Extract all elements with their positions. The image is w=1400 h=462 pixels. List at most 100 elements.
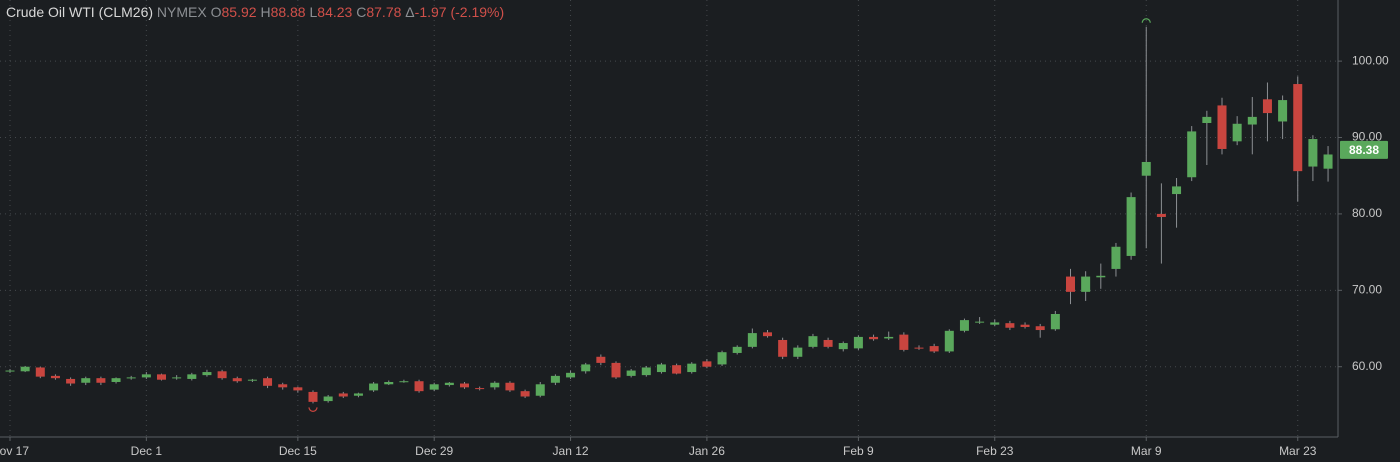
candle-body — [596, 356, 606, 363]
candle-body — [566, 372, 576, 378]
candle-body — [475, 388, 485, 390]
candle-body — [823, 339, 833, 347]
candle-body — [141, 374, 151, 378]
candle-body — [429, 384, 439, 390]
candle-body — [66, 378, 76, 384]
ohlc-label: O — [210, 4, 222, 20]
candle-body — [1141, 161, 1151, 176]
high-marker — [1141, 18, 1151, 23]
candle-body — [1066, 276, 1075, 292]
candle-body — [20, 366, 30, 372]
candle-body — [384, 381, 394, 385]
y-tick-label: 100.00 — [1352, 53, 1389, 67]
candle-body — [278, 384, 288, 388]
candle-body — [1035, 326, 1045, 331]
candle-body — [35, 367, 45, 377]
ohlc-label: L — [309, 4, 318, 20]
candle-body — [914, 347, 924, 349]
candle-body — [232, 378, 242, 382]
candle-body — [550, 375, 560, 383]
candle-body — [263, 378, 273, 386]
candle-body — [732, 346, 742, 353]
candle-body — [1172, 186, 1182, 195]
candle-body — [490, 382, 500, 388]
candle-body — [414, 381, 424, 392]
candle-body — [96, 378, 106, 383]
candle-body — [1187, 131, 1197, 178]
candle-body — [1081, 276, 1091, 292]
candle-body — [808, 336, 818, 347]
candle-body — [793, 347, 803, 357]
x-tick-label: Jan 26 — [689, 444, 725, 458]
candle-body — [763, 332, 772, 337]
candle-body — [929, 346, 939, 352]
candle-body — [626, 370, 636, 376]
candle-body — [157, 374, 166, 380]
candle-body — [975, 321, 985, 323]
x-tick-label: Jan 12 — [553, 444, 589, 458]
candle-body — [1202, 116, 1212, 124]
x-tick-label: Mar 23 — [1279, 444, 1317, 458]
candle-body — [1096, 275, 1106, 278]
ohlc-value: 87.78 — [366, 4, 402, 20]
legend-header: Crude Oil WTI (CLM26) NYMEX O85.92 H88.8… — [6, 4, 504, 20]
candle-body — [838, 343, 848, 350]
candle-body — [1278, 100, 1288, 122]
candle-body — [505, 382, 515, 391]
ohlc-value: 85.92 — [221, 4, 257, 20]
candle-body — [1020, 324, 1030, 327]
candle-body — [369, 383, 379, 391]
candle-body — [990, 322, 1000, 325]
candle-body — [1050, 313, 1060, 330]
candle-body — [126, 377, 136, 379]
candle-body — [444, 382, 454, 386]
x-tick-label: Dec 29 — [415, 444, 453, 458]
price-tag-label: 88.38 — [1349, 143, 1379, 157]
y-tick-label: 60.00 — [1352, 359, 1382, 373]
change-label: Δ — [405, 4, 415, 20]
ohlc-value: 88.88 — [270, 4, 306, 20]
x-tick-label: Dec 15 — [279, 444, 317, 458]
candle-body — [399, 381, 409, 383]
candle-body — [1308, 139, 1318, 167]
candle-body — [353, 393, 363, 396]
candle-body — [308, 391, 318, 402]
candle-body — [111, 378, 121, 382]
candle-body — [702, 361, 712, 367]
candle-body — [1217, 105, 1227, 149]
candle-body — [338, 393, 348, 397]
candle-body — [5, 370, 15, 372]
price-tag — [1340, 140, 1388, 159]
ohlc-label: C — [356, 4, 367, 20]
x-tick-label: Feb 9 — [843, 444, 874, 458]
change: -1.97 (-2.19%) — [414, 4, 505, 20]
y-tick-label: 90.00 — [1352, 130, 1382, 144]
x-tick-label: Nov 17 — [0, 444, 29, 458]
candle-body — [778, 339, 788, 357]
candle-body — [187, 374, 197, 379]
candle-body — [1262, 99, 1272, 114]
candle-body — [293, 387, 303, 391]
candle-body — [611, 362, 621, 378]
candle-body — [520, 391, 530, 397]
candle-body — [202, 372, 212, 376]
candle-body — [50, 375, 60, 379]
candle-body — [1247, 116, 1257, 125]
candle-body — [1293, 84, 1303, 172]
candle-body — [1126, 197, 1136, 256]
x-tick-label: Dec 1 — [131, 444, 163, 458]
candle-body — [899, 334, 909, 350]
candle-body — [747, 333, 757, 347]
ohlc-value: 84.23 — [317, 4, 353, 20]
candle-body — [672, 365, 682, 374]
candle-body — [217, 371, 227, 379]
candle-body — [884, 336, 894, 339]
symbol: Crude Oil WTI (CLM26) — [6, 4, 154, 20]
candle-body — [944, 330, 954, 352]
candle-body — [1005, 323, 1015, 328]
candle-body — [323, 396, 333, 402]
candle-body — [853, 336, 863, 349]
candle-body — [1232, 123, 1242, 142]
candle-body — [1323, 154, 1333, 169]
